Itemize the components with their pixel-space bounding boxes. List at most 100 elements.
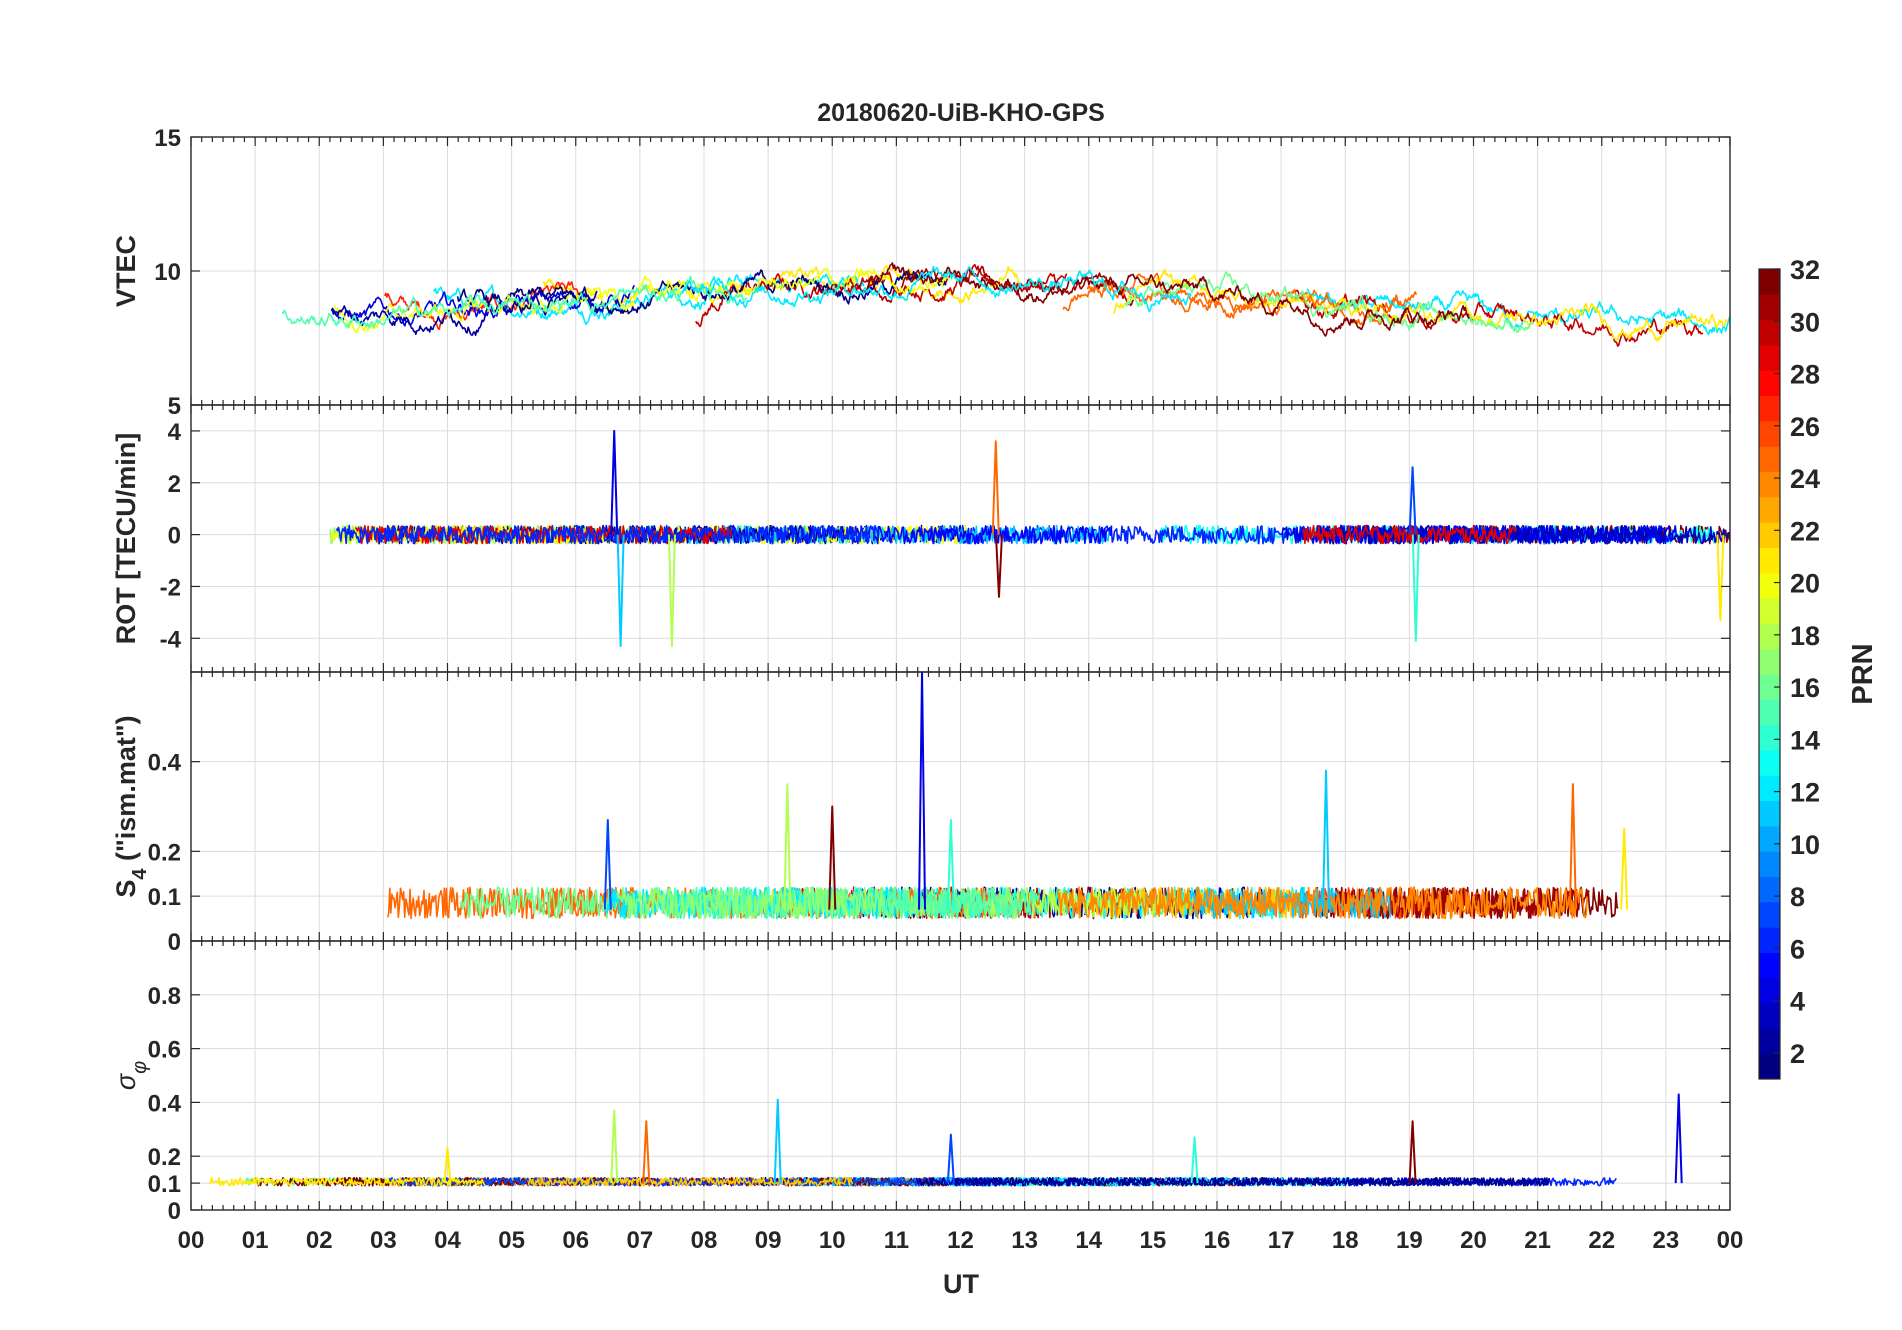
panel-s4: 0 0.1 0.2 0.4S4 ("ism.mat"): [111, 671, 1731, 956]
y-tick-label: 0.2: [148, 1144, 181, 1171]
x-tick-label: 09: [755, 1227, 782, 1254]
x-tick-label: 23: [1653, 1227, 1680, 1254]
colorbar-tick-label: 22: [1790, 516, 1820, 546]
colorbar-band: [1759, 876, 1780, 903]
y-tick-label: 0.1: [148, 1171, 181, 1198]
y-tick-label: -2: [160, 574, 181, 601]
trace-vtec: [1086, 272, 1416, 326]
y-tick-label: 0.2: [148, 839, 181, 866]
colorbar-band: [1759, 1053, 1780, 1080]
colorbar-band: [1759, 1003, 1780, 1029]
x-tick-label: 03: [370, 1227, 397, 1254]
trace-vtec: [1306, 288, 1730, 336]
peak-rot: [667, 534, 676, 648]
colorbar-band: [1759, 319, 1780, 346]
peak-s4: [1620, 827, 1629, 910]
peak-sigma_phi: [610, 1109, 619, 1184]
x-tick-label: 15: [1140, 1227, 1167, 1254]
y-axis-label-rot: ROT [TECU/min]: [111, 433, 141, 644]
y-axis-label-s4: S4 ("ism.mat"): [111, 715, 151, 897]
colorbar-band: [1759, 344, 1780, 371]
x-tick-label: 10: [819, 1227, 846, 1254]
colorbar-tick-label: 18: [1790, 621, 1820, 651]
trace-s4: [622, 886, 884, 920]
colorbar-tick-label: 26: [1790, 412, 1820, 442]
trace-rot: [1331, 524, 1682, 545]
colorbar-band: [1759, 370, 1780, 397]
peak-s4: [828, 805, 837, 910]
y-tick-label: 5: [168, 393, 181, 420]
peak-sigma_phi: [773, 1098, 782, 1184]
colorbar-tick-label: 16: [1790, 673, 1820, 703]
colorbar-tick-label: 6: [1790, 934, 1805, 964]
colorbar-band: [1759, 420, 1780, 447]
colorbar-tick-label: 30: [1790, 307, 1820, 337]
peak-s4: [918, 672, 927, 910]
x-axis-label: UT: [943, 1269, 979, 1299]
colorbar-tick-label: 28: [1790, 360, 1820, 390]
peak-sigma_phi: [1190, 1136, 1199, 1184]
colorbar-band: [1759, 699, 1780, 726]
y-tick-label: -4: [160, 626, 182, 653]
trace-vtec: [681, 265, 1192, 313]
y-tick-label: 0.1: [148, 884, 181, 911]
peak-rot: [994, 534, 1003, 598]
colorbar-tick-label: 10: [1790, 830, 1820, 860]
x-tick-label: 18: [1332, 1227, 1359, 1254]
peak-rot: [610, 429, 619, 535]
y-axis-label-sigma_phi: σφ: [111, 1061, 151, 1090]
y-tick-label: 2: [168, 471, 181, 498]
x-tick-label: 12: [947, 1227, 974, 1254]
trace-vtec: [384, 281, 581, 331]
peak-rot: [991, 440, 1000, 535]
traces-rot: [329, 429, 1730, 648]
colorbar-tick-label: 2: [1790, 1039, 1805, 1069]
peak-s4: [1568, 783, 1577, 910]
peak-sigma_phi: [1408, 1120, 1417, 1184]
colorbar-tick-label: 24: [1790, 464, 1820, 494]
peak-rot: [1411, 534, 1420, 642]
panel-vtec: 5 10 15 VTEC: [111, 125, 1731, 420]
colorbar-tick-label: 12: [1790, 778, 1820, 808]
y-tick-label: 0: [168, 1198, 181, 1225]
trace-vtec: [1124, 271, 1534, 334]
trace-sigma_phi: [527, 1176, 854, 1187]
peak-s4: [946, 818, 955, 910]
colorbar-band: [1759, 851, 1780, 877]
trace-vtec: [456, 269, 947, 315]
panel-sigma_phi: 00.10.2 0.4 0.6 0.8 σφ: [111, 940, 1731, 1225]
colorbar-band: [1759, 395, 1780, 422]
colorbar-band: [1759, 294, 1780, 321]
x-tick-label: 02: [306, 1227, 333, 1254]
peak-s4: [1322, 769, 1331, 910]
y-tick-label: 4: [168, 419, 182, 446]
peak-s4: [603, 818, 612, 910]
colorbar-tick-label: 32: [1790, 255, 1820, 285]
y-axis-label-vtec: VTEC: [111, 235, 141, 307]
x-axis: 00 01 02 03 04 05 06 07 08 09 10 11 12 13 14 15 16 17 18 19…: [178, 1227, 1744, 1254]
xticks-vtec: [190, 137, 1731, 405]
x-tick-label: 16: [1204, 1227, 1231, 1254]
trace-vtec: [331, 284, 636, 327]
colorbar-tick-label: 4: [1790, 987, 1805, 1017]
panel-rot: -4 -2 0 2 4 ROT [TECU/min]: [111, 404, 1731, 673]
colorbar-band: [1759, 901, 1780, 928]
colorbar-band: [1759, 775, 1780, 802]
x-tick-label: 19: [1396, 1227, 1423, 1254]
peak-sigma_phi: [443, 1147, 452, 1184]
traces-vtec: [281, 262, 1730, 347]
x-tick-label: 21: [1524, 1227, 1551, 1254]
colorbar-tick-label: 20: [1790, 569, 1820, 599]
x-tick-label: 11: [884, 1227, 909, 1254]
traces-s4: [386, 672, 1629, 920]
colorbar-band: [1759, 598, 1780, 624]
trace-sigma_phi: [915, 1176, 1551, 1187]
colorbar-frame: [1758, 268, 1781, 1080]
x-tick-label: 04: [434, 1227, 461, 1254]
trace-rot: [1319, 524, 1730, 545]
chart-title: 20180620-UiB-KHO-GPS: [817, 99, 1105, 127]
trace-sigma_phi: [208, 1176, 486, 1187]
